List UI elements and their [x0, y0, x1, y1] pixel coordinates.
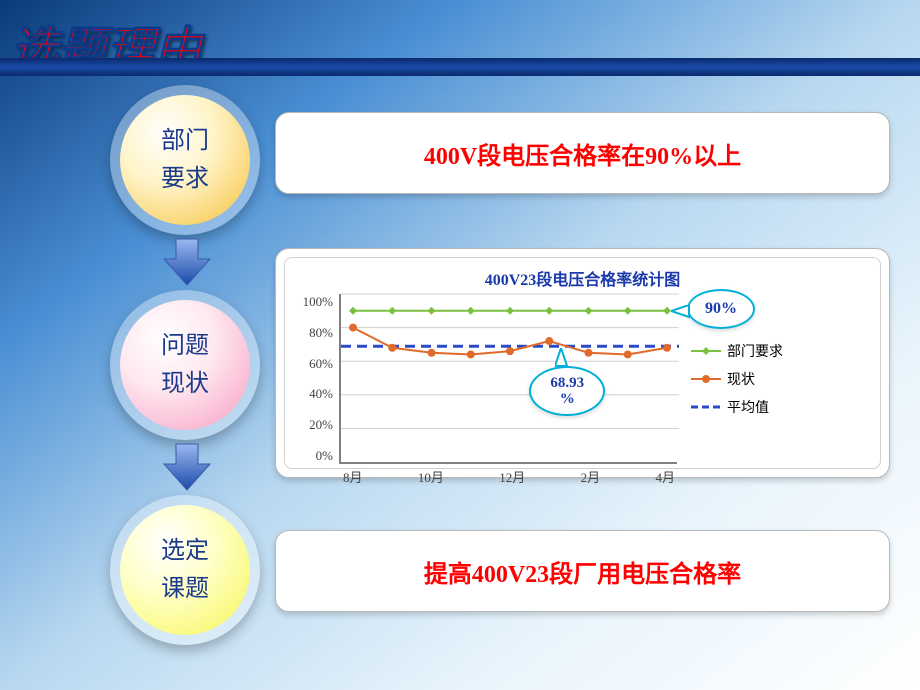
header-band: [0, 58, 920, 76]
x-tick: 12月: [499, 467, 525, 486]
legend-item-actual: 现状: [691, 369, 868, 389]
legend-item-dept: 部门要求: [691, 341, 868, 361]
arrow-down-icon: [162, 237, 212, 287]
node-problem-status: 问题 现状: [110, 290, 260, 440]
legend-label: 平均值: [727, 397, 769, 417]
node-label: 要求: [161, 160, 209, 198]
node-label: 问题: [161, 327, 209, 365]
node-label: 部门: [161, 122, 209, 160]
y-tick: 80%: [297, 325, 333, 341]
node-label: 课题: [161, 570, 209, 608]
node-dept-requirement: 部门 要求: [110, 85, 260, 235]
legend-item-avg: 平均值: [691, 397, 868, 417]
x-tick: 8月: [343, 467, 363, 486]
chart-title: 400V23段电压合格率统计图: [297, 266, 868, 290]
legend-label: 部门要求: [727, 341, 783, 361]
node-label: 选定: [161, 532, 209, 570]
panel-text: 提高400V23段厂用电压合格率: [424, 554, 741, 589]
chart-y-axis: 100% 80% 60% 40% 20% 0%: [297, 294, 339, 464]
panel-selected-topic: 提高400V23段厂用电压合格率: [275, 530, 890, 612]
legend-label: 现状: [727, 369, 755, 389]
callout-dept-target: 90%: [687, 289, 755, 329]
panel-chart: 400V23段电压合格率统计图 100% 80% 60% 40% 20% 0% …: [275, 248, 890, 478]
y-tick: 100%: [297, 294, 333, 310]
node-selected-topic: 选定 课题: [110, 495, 260, 645]
chart-plot: 8月 10月 12月 2月 4月 90%68.93%: [339, 294, 677, 464]
chart-x-axis: 8月 10月 12月 2月 4月: [341, 467, 677, 486]
node-problem-status-inner: 问题 现状: [120, 300, 250, 430]
callout-avg-value: 68.93%: [529, 366, 605, 416]
chart-area: 100% 80% 60% 40% 20% 0% 8月 10月 12月 2月 4月…: [297, 294, 868, 464]
chart-container: 400V23段电压合格率统计图 100% 80% 60% 40% 20% 0% …: [284, 257, 881, 469]
y-tick: 60%: [297, 356, 333, 372]
y-tick: 20%: [297, 417, 333, 433]
node-label: 现状: [161, 365, 209, 403]
panel-text: 400V段电压合格率在90%以上: [424, 136, 741, 171]
arrow-down-icon: [162, 442, 212, 492]
x-tick: 10月: [418, 467, 444, 486]
x-tick: 4月: [655, 467, 675, 486]
panel-dept-requirement: 400V段电压合格率在90%以上: [275, 112, 890, 194]
node-selected-topic-inner: 选定 课题: [120, 505, 250, 635]
y-tick: 0%: [297, 448, 333, 464]
y-tick: 40%: [297, 386, 333, 402]
x-tick: 2月: [581, 467, 601, 486]
node-dept-requirement-inner: 部门 要求: [120, 95, 250, 225]
